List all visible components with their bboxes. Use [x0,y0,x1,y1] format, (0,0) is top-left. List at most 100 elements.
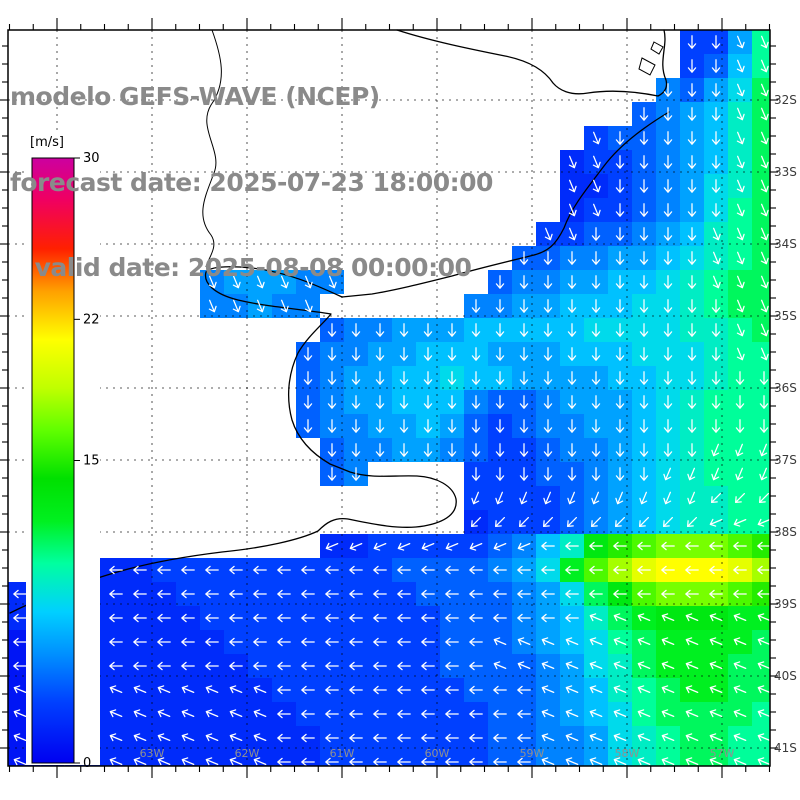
wave-direction-arrow [637,613,651,622]
wave-cell [752,174,770,198]
wave-direction-arrow [760,131,769,145]
header-titles: modelo GEFS-WAVE (NCEP) forecast date: 2… [10,26,493,340]
frame-ticks-layer [0,18,778,778]
wave-direction-arrow [637,757,651,766]
wave-direction-arrow [711,371,721,385]
wave-direction-arrow [109,661,123,671]
wave-direction-arrow [373,709,387,719]
wave-direction-arrow [493,565,507,575]
wave-direction-arrow [327,419,337,433]
wave-cell [752,390,770,414]
wave-direction-arrow [733,757,747,766]
wave-direction-arrow [685,733,699,742]
wave-direction-arrow [541,541,555,551]
wave-direction-arrow [590,516,602,528]
wave-direction-arrow [736,347,745,361]
wave-cell [752,462,770,486]
wave-direction-arrow [591,347,601,361]
wave-direction-arrow [447,323,457,337]
wave-direction-arrow [733,518,747,527]
wave-direction-arrow [280,299,289,313]
wave-cell [752,630,770,654]
wave-direction-arrow [567,467,577,481]
wave-direction-arrow [711,59,721,73]
wave-cell [752,510,770,534]
wave-direction-arrow [519,491,528,505]
wave-direction-arrow [421,757,435,766]
wave-direction-arrow [543,443,553,457]
wave-direction-arrow [13,637,27,647]
wave-direction-arrow [205,733,219,742]
wave-direction-arrow [109,589,123,599]
wave-direction-arrow [663,131,673,145]
wave-direction-arrow [592,155,601,169]
wave-direction-arrow [205,613,219,623]
wave-cell [752,702,770,726]
wave-direction-arrow [229,589,243,599]
wave-direction-arrow [687,443,697,457]
wave-direction-arrow [565,661,579,670]
wave-direction-arrow [735,467,744,481]
wave-direction-arrow [229,685,243,694]
wave-direction-arrow [375,371,385,385]
wave-direction-arrow [277,589,291,599]
wave-direction-arrow [541,661,555,670]
wave-direction-arrow [615,323,625,337]
wave-direction-arrow [373,685,387,695]
wave-direction-arrow [133,565,147,575]
wave-direction-arrow [351,467,361,481]
wave-direction-arrow [543,323,553,337]
wave-direction-arrow [733,565,747,575]
wave-direction-arrow [495,443,505,457]
wave-direction-arrow [303,395,313,409]
wave-direction-arrow [541,709,555,718]
wave-direction-arrow [711,155,721,169]
wave-direction-arrow [445,685,459,695]
wave-direction-arrow [711,131,721,145]
wave-direction-arrow [543,347,553,361]
wave-direction-arrow [687,203,697,217]
wave-direction-arrow [565,613,579,623]
wave-direction-arrow [543,251,553,265]
wave-direction-arrow [568,179,577,193]
wave-direction-arrow [685,589,699,599]
wave-direction-arrow [519,251,529,265]
wave-direction-arrow [543,419,553,433]
wave-direction-arrow [757,541,770,551]
wave-direction-arrow [711,299,721,313]
wave-cell [752,438,770,462]
wave-direction-arrow [591,395,601,409]
wave-direction-arrow [445,757,459,766]
wave-direction-arrow [758,492,770,504]
wave-direction-arrow [541,589,555,599]
wave-direction-arrow [471,323,481,337]
wave-direction-arrow [736,203,745,217]
wave-direction-arrow [469,733,483,743]
wave-direction-arrow [639,107,649,121]
wave-direction-arrow [375,323,385,337]
wave-direction-arrow [469,589,483,599]
wave-direction-arrow [613,613,627,622]
wave-direction-arrow [373,637,387,647]
wave-direction-arrow [639,419,649,433]
wave-direction-arrow [157,637,171,647]
wave-direction-arrow [760,155,769,169]
wave-direction-arrow [277,661,291,671]
wave-direction-arrow [663,323,673,337]
wave-direction-arrow [733,709,747,718]
wave-direction-arrow [349,709,363,719]
wave-direction-arrow [373,613,387,623]
wave-direction-arrow [301,685,315,695]
wave-direction-arrow [661,613,675,622]
wave-direction-arrow [423,347,433,361]
wave-direction-arrow [543,371,553,385]
wave-direction-arrow [567,347,577,361]
wave-direction-arrow [325,542,339,551]
wave-direction-arrow [711,35,721,49]
valid-date: valid date: 2025-08-08 00:00:00 [10,253,472,282]
wave-direction-arrow [542,516,554,528]
wave-direction-arrow [639,155,649,169]
wave-direction-arrow [519,443,529,457]
wave-direction-arrow [760,275,769,289]
wave-direction-arrow [256,275,265,289]
